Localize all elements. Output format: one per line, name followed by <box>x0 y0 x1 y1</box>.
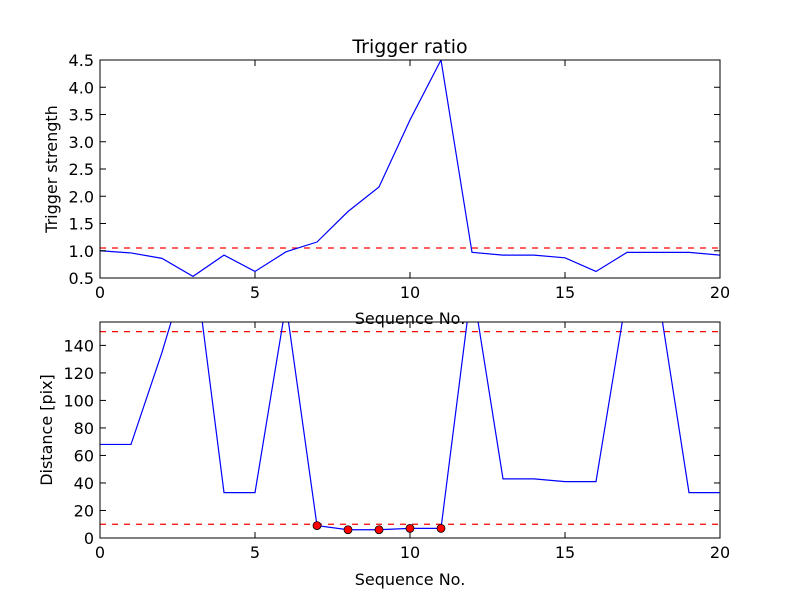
distance-plot-area <box>100 322 720 535</box>
y-tick-label: 0 <box>84 529 94 548</box>
data-point-marker <box>405 523 415 533</box>
x-axis-label: Sequence No. <box>355 309 466 328</box>
y-tick-label: 1.0 <box>69 242 94 261</box>
x-tick-label: 15 <box>555 543 575 562</box>
plot-title: Trigger ratio <box>351 36 467 58</box>
y-tick-label: 20 <box>74 501 94 520</box>
data-point-marker <box>312 521 322 531</box>
y-tick-label: 2.0 <box>69 187 94 206</box>
x-tick-label: 5 <box>250 283 260 302</box>
y-tick-label: 4.0 <box>69 78 94 97</box>
y-tick-label: 140 <box>63 336 94 355</box>
y-tick-label: 4.5 <box>69 51 94 70</box>
y-tick-label: 3.0 <box>69 133 94 152</box>
series-line <box>100 60 720 278</box>
trigger-plot-area <box>100 60 720 278</box>
x-tick-label: 20 <box>710 543 730 562</box>
x-tick-label: 10 <box>400 283 420 302</box>
y-tick-label: 120 <box>63 364 94 383</box>
x-axis-label: Sequence No. <box>355 570 466 589</box>
y-axis-label: Trigger strength <box>42 105 61 234</box>
data-point-marker <box>436 523 446 533</box>
data-point-marker <box>343 525 353 535</box>
y-tick-label: 2.5 <box>69 160 94 179</box>
x-tick-label: 10 <box>400 543 420 562</box>
x-tick-label: 5 <box>250 543 260 562</box>
axis-ticks: 0 5 10 15 20 0.5 1.0 1.5 2.0 2.5 3.0 3.5 4.0 4.5 <box>69 51 731 302</box>
x-tick-label: 0 <box>95 283 105 302</box>
y-tick-label: 3.5 <box>69 106 94 125</box>
trigger-ratio-panel: Trigger ratio 0 5 10 15 20 0.5 1.0 1.5 2.0 2.5 3.0… <box>42 36 730 328</box>
y-tick-label: 40 <box>74 474 94 493</box>
y-tick-label: 1.5 <box>69 215 94 234</box>
data-point-marker <box>374 525 384 535</box>
y-tick-label: 60 <box>74 446 94 465</box>
axis-ticks: 0 5 10 15 20 0 20 40 60 80 100 120 140 <box>63 322 730 562</box>
y-tick-label: 100 <box>63 391 94 410</box>
x-tick-label: 0 <box>95 543 105 562</box>
x-tick-label: 20 <box>710 283 730 302</box>
y-tick-label: 0.5 <box>69 269 94 288</box>
x-tick-label: 15 <box>555 283 575 302</box>
y-axis-label: Distance [pix] <box>37 374 56 486</box>
y-tick-label: 80 <box>74 419 94 438</box>
